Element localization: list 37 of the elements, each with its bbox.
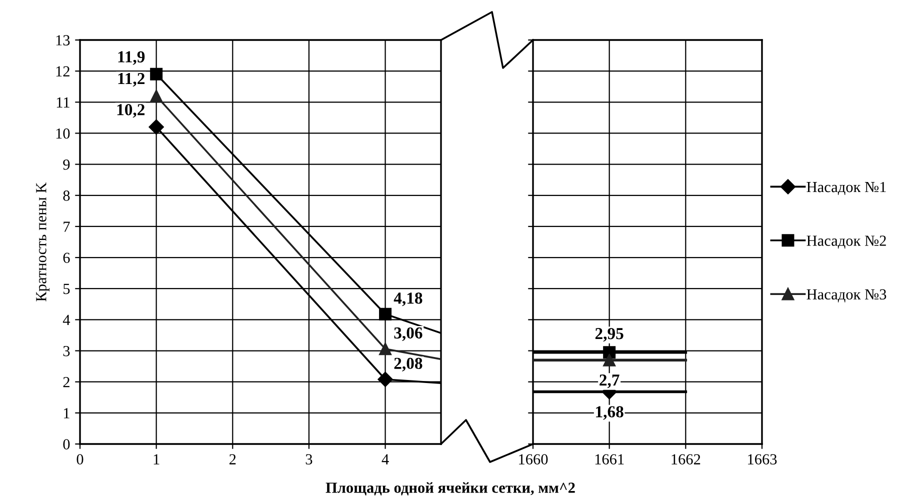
y-tick-label: 2: [63, 377, 70, 388]
data-label: 2,7: [600, 374, 620, 388]
data-label: 2,08: [394, 358, 422, 372]
y-tick-label: 10: [56, 128, 70, 139]
x-axis-title: Площадь одной ячейки сетки, мм^2: [326, 482, 575, 496]
legend-label: Насадок №2: [806, 236, 886, 249]
y-axis-title: Кратность пены K: [36, 182, 50, 302]
x-tick-label: 1662: [672, 454, 700, 464]
y-tick-label: 1: [64, 408, 70, 418]
data-label: 1,68: [596, 406, 624, 420]
data-label: 3,06: [394, 327, 422, 341]
x-tick-label: 1660: [519, 454, 548, 464]
x-tick-label: 1: [154, 454, 160, 464]
y-tick-label: 5: [64, 284, 70, 294]
y-tick-label: 13: [56, 35, 70, 46]
y-tick-label: 7: [64, 222, 70, 232]
x-tick-label: 3: [306, 454, 312, 464]
data-label: 10,2: [117, 104, 144, 118]
legend-label: Насадок №1: [806, 182, 886, 196]
data-label: 11,9: [118, 51, 145, 65]
x-tick-label: 0: [76, 454, 84, 464]
data-label: 2,95: [595, 328, 624, 342]
x-tick-label: 1663: [748, 454, 777, 464]
y-tick-label: 0: [63, 439, 70, 450]
y-tick-label: 3: [63, 346, 70, 356]
x-tick-label: 4: [382, 454, 389, 464]
y-tick-label: 6: [63, 252, 70, 263]
data-label: 4,18: [394, 292, 422, 306]
y-tick-label: 11: [56, 97, 70, 108]
y-tick-label: 4: [62, 314, 70, 325]
x-tick-label: 1661: [595, 454, 624, 464]
x-tick-label: 2: [229, 454, 236, 464]
data-label: 11,2: [118, 73, 144, 87]
legend-label: Насадок №3: [806, 289, 886, 302]
y-tick-label: 12: [56, 66, 70, 76]
y-tick-label: 8: [63, 190, 70, 201]
y-tick-label: 9: [63, 159, 70, 170]
